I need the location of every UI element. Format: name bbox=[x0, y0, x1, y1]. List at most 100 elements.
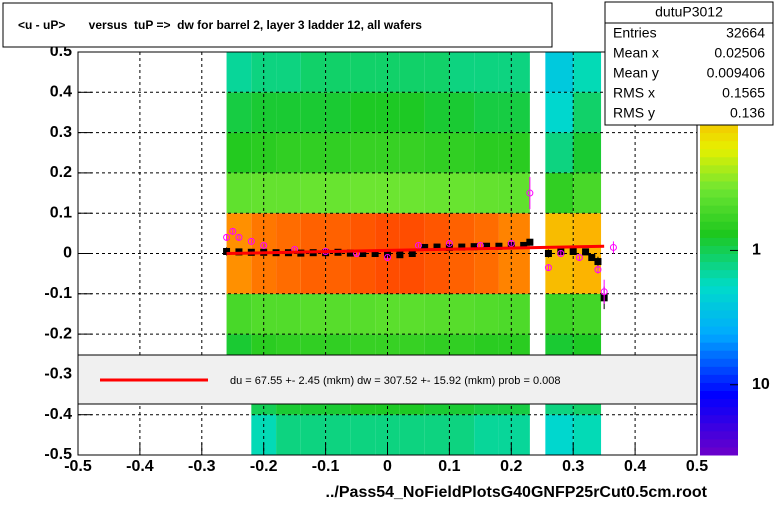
heatmap-cell bbox=[226, 172, 252, 214]
colorbar-step bbox=[700, 229, 738, 238]
heatmap-cell bbox=[474, 92, 499, 133]
rms-point bbox=[235, 233, 243, 241]
heatmap-cell bbox=[226, 253, 252, 294]
stats-value: 0.009406 bbox=[707, 65, 766, 81]
heatmap-cell bbox=[545, 172, 574, 214]
profile-point bbox=[483, 242, 491, 250]
heatmap-cell bbox=[399, 414, 425, 455]
heatmap-cell bbox=[573, 414, 602, 455]
heatmap-cell bbox=[424, 414, 450, 455]
heatmap-cell bbox=[226, 92, 252, 133]
rms-point bbox=[260, 241, 268, 249]
profile-point bbox=[458, 243, 466, 251]
heatmap-cell bbox=[226, 293, 252, 335]
heatmap-cell bbox=[350, 132, 376, 173]
heatmap-cell bbox=[474, 293, 499, 335]
colorbar-step bbox=[700, 205, 738, 214]
colorbar-step bbox=[700, 285, 738, 295]
heatmap-cell bbox=[545, 132, 574, 173]
heatmap-cell bbox=[545, 253, 574, 294]
x-tick-label: 0.3 bbox=[562, 458, 584, 475]
heatmap-cell bbox=[399, 213, 425, 254]
heatmap-cell bbox=[498, 253, 530, 294]
heatmap-cell bbox=[325, 52, 351, 93]
stats-value: 32664 bbox=[726, 25, 765, 41]
heatmap-cell bbox=[325, 414, 351, 455]
y-tick-label: 0.3 bbox=[50, 124, 72, 141]
rms-point bbox=[229, 227, 237, 235]
y-tick-label: -0.2 bbox=[44, 325, 72, 342]
heatmap-cell bbox=[573, 92, 602, 133]
rms-point bbox=[609, 243, 617, 251]
heatmap-cell bbox=[300, 52, 326, 93]
heatmap-cell bbox=[474, 414, 499, 455]
colorbar-step bbox=[700, 253, 738, 263]
heatmap-cell bbox=[424, 92, 450, 133]
heatmap-cell bbox=[325, 172, 351, 214]
heatmap-cell bbox=[449, 253, 475, 294]
heatmap-cell bbox=[498, 414, 530, 455]
heatmap-cell bbox=[325, 293, 351, 335]
rms-point bbox=[600, 288, 608, 296]
heatmap-cell bbox=[545, 293, 574, 335]
colorbar-step bbox=[700, 132, 738, 142]
heatmap-cell bbox=[498, 52, 530, 93]
heatmap-cell bbox=[350, 52, 376, 93]
profile-point bbox=[588, 254, 596, 262]
stats-label: RMS y bbox=[613, 105, 655, 121]
colorbar-step bbox=[700, 269, 738, 279]
profile-point bbox=[346, 249, 354, 257]
rms-point bbox=[384, 254, 391, 262]
x-axis-title: ../Pass54_NoFieldPlotsG40GNFP25rCut0.5cm… bbox=[326, 484, 708, 501]
heatmap-cell bbox=[226, 52, 252, 93]
profile-point bbox=[582, 248, 590, 256]
rms-point bbox=[594, 266, 602, 274]
x-tick-label: 0.4 bbox=[624, 458, 646, 475]
heatmap-cell bbox=[449, 414, 475, 455]
heatmap-cell bbox=[498, 132, 530, 173]
colorbar-step bbox=[700, 156, 738, 166]
colorbar-step bbox=[700, 189, 738, 198]
heatmap-cell bbox=[498, 293, 530, 335]
colorbar-step bbox=[700, 366, 738, 375]
rms-point bbox=[544, 264, 552, 272]
colorbar-step bbox=[700, 430, 738, 440]
title-box bbox=[2, 2, 553, 48]
heatmap-cell bbox=[474, 132, 499, 173]
x-tick-label: 0.5 bbox=[686, 458, 708, 475]
rms-point bbox=[247, 237, 255, 245]
rms-point bbox=[507, 239, 515, 247]
heatmap-cell bbox=[276, 172, 301, 214]
colorbar-step bbox=[700, 301, 738, 311]
profile-point bbox=[433, 243, 441, 251]
heatmap-cell bbox=[350, 253, 376, 294]
fit-line bbox=[226, 244, 605, 255]
rms-point bbox=[557, 250, 565, 257]
heatmap-cell bbox=[276, 293, 301, 335]
colorbar-step bbox=[700, 213, 738, 222]
x-tick-label: -0.4 bbox=[126, 458, 154, 475]
x-tick-label: -0.1 bbox=[312, 458, 340, 475]
colorbar-step bbox=[700, 293, 738, 303]
rms-point bbox=[575, 254, 583, 262]
y-tick-label: 0.4 bbox=[50, 84, 72, 101]
colorbar-step bbox=[700, 309, 738, 319]
colorbar-step bbox=[700, 172, 738, 182]
colorbar-step bbox=[700, 414, 738, 424]
profile-point bbox=[569, 247, 577, 255]
heatmap-cell bbox=[449, 172, 475, 214]
colorbar-step bbox=[700, 326, 738, 335]
heatmap-cell bbox=[498, 92, 530, 133]
chart-title: <u - uP> versus tuP => dw for barrel 2, … bbox=[18, 18, 422, 32]
rms-point bbox=[526, 189, 534, 197]
stats-label: Entries bbox=[613, 25, 657, 41]
y-tick-label: -0.4 bbox=[44, 406, 72, 423]
heatmap-cell bbox=[449, 293, 475, 335]
heatmap-cell bbox=[545, 414, 574, 455]
heatmap-cell bbox=[300, 132, 326, 173]
heatmap-cell bbox=[276, 414, 301, 455]
heatmap-cell bbox=[325, 253, 351, 294]
rms-point bbox=[445, 239, 453, 247]
colorbar-step bbox=[700, 446, 738, 456]
